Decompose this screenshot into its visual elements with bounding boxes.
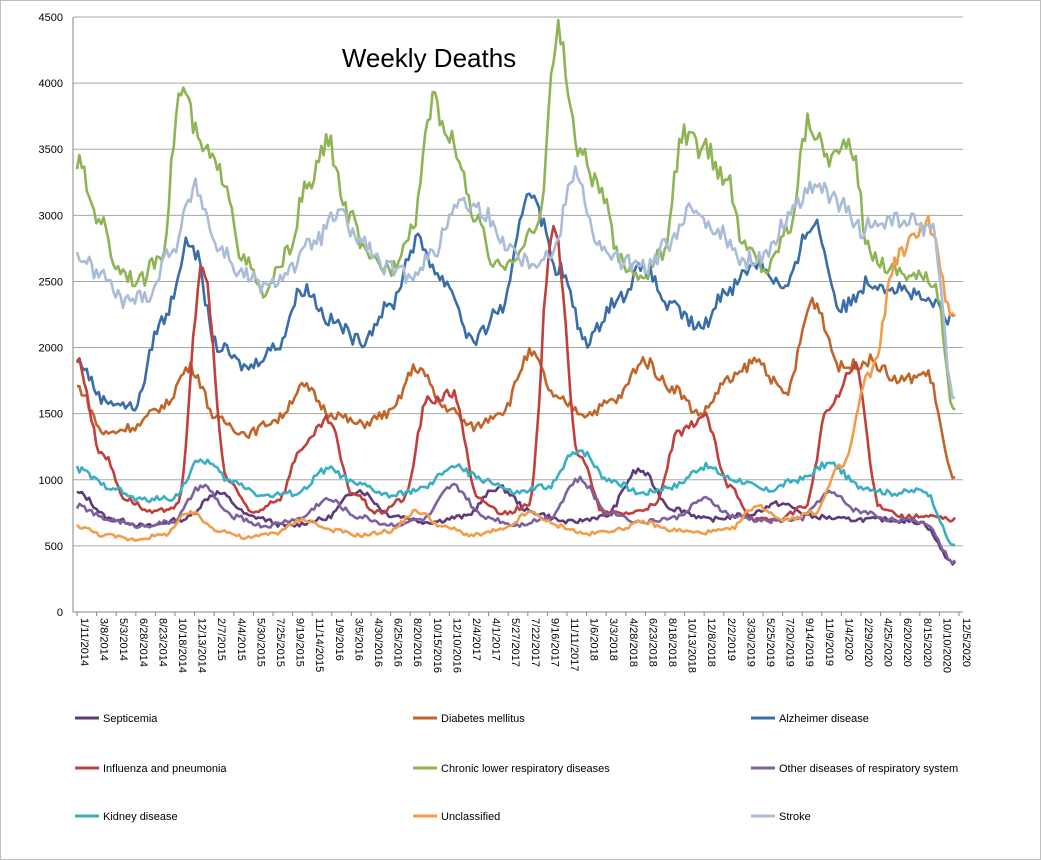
y-tick-label: 0 [57, 607, 63, 619]
x-tick-label: 7/25/2015 [274, 618, 286, 667]
legend-item: Unclassified [413, 811, 500, 823]
x-tick-label: 5/25/2019 [764, 618, 776, 667]
y-tick-label: 2500 [39, 276, 63, 288]
legend-item: Influenza and pneumonia [75, 763, 227, 775]
y-tick-label: 4000 [39, 78, 63, 90]
series-line-unclassified [75, 214, 956, 542]
x-tick-label: 4/1/2017 [490, 618, 502, 661]
series-line-kidney-disease [75, 449, 956, 547]
x-tick-label: 12/13/2014 [196, 618, 208, 673]
x-tick-label: 9/16/2017 [548, 618, 560, 667]
series-line-septicemia [76, 467, 957, 566]
x-tick-label: 1/11/2014 [78, 618, 90, 666]
series-line-other-diseases-of-respiratory-system [75, 475, 956, 565]
legend-label: Other diseases of respiratory system [779, 763, 958, 775]
x-tick-label: 10/13/2018 [686, 618, 698, 673]
y-tick-label: 3000 [39, 210, 63, 222]
x-tick-label: 2/7/2015 [215, 618, 227, 661]
y-tick-label: 2000 [39, 343, 63, 355]
legend-label: Chronic lower respiratory diseases [441, 763, 610, 775]
x-tick-label: 3/3/2018 [607, 618, 619, 661]
series-line-chronic-lower-respiratory-diseases [75, 18, 956, 411]
y-tick-label: 500 [45, 541, 63, 553]
y-axis: 0 500 1000 1500 2000 2500 3000 3500 4000 4500 [39, 12, 74, 619]
x-tick-label: 11/9/2019 [823, 618, 835, 666]
x-tick-label: 4/30/2016 [372, 618, 384, 667]
x-tick-label: 1/9/2016 [333, 618, 345, 661]
x-tick-label: 3/8/2014 [98, 618, 110, 661]
x-tick-label: 12/5/2020 [960, 618, 972, 667]
x-tick-label: 5/3/2014 [117, 618, 129, 661]
x-tick-label: 2/29/2020 [862, 618, 874, 667]
x-tick-label: 10/10/2020 [940, 618, 952, 673]
x-tick-label: 10/15/2016 [431, 618, 443, 673]
x-tick-label: 9/19/2015 [294, 618, 306, 667]
series-line-diabetes-mellitus [76, 296, 956, 480]
x-tick-label: 6/20/2020 [901, 618, 913, 667]
legend-label: Unclassified [441, 811, 500, 823]
x-tick-label: 2/4/2017 [470, 618, 482, 661]
legend-item: Diabetes mellitus [413, 713, 525, 725]
legend-label: Influenza and pneumonia [103, 763, 227, 775]
x-tick-label: 2/2/2019 [725, 618, 737, 661]
x-tick-label: 5/27/2017 [509, 618, 521, 667]
legend-item: Kidney disease [75, 811, 178, 823]
x-tick-label: 8/20/2016 [411, 618, 423, 667]
legend-label: Alzheimer disease [779, 713, 869, 725]
x-tick-label: 8/15/2020 [921, 618, 933, 667]
x-axis: 1/11/2014 3/8/2014 5/3/2014 6/28/2014 8/23/2… [76, 612, 972, 673]
x-tick-label: 8/23/2014 [156, 618, 168, 667]
x-tick-label: 8/18/2018 [666, 618, 678, 667]
grid-layer [73, 16, 963, 613]
x-tick-label: 12/8/2018 [705, 618, 717, 667]
x-tick-label: 1/4/2020 [842, 618, 854, 661]
x-tick-label: 9/14/2019 [803, 618, 815, 667]
series-line-influenza-and-pneumonia [75, 224, 957, 524]
x-tick-label: 6/23/2018 [646, 618, 658, 667]
legend: Septicemia Diabetes mellitus Alzheimer dis… [75, 713, 958, 823]
legend-item: Alzheimer disease [751, 713, 869, 725]
x-tick-label: 3/30/2019 [744, 618, 756, 667]
legend-label: Diabetes mellitus [441, 713, 525, 725]
legend-item: Septicemia [75, 713, 158, 725]
legend-item: Other diseases of respiratory system [751, 763, 958, 775]
legend-item: Chronic lower respiratory diseases [413, 763, 610, 775]
x-tick-label: 7/20/2019 [784, 618, 796, 667]
x-tick-label: 7/22/2017 [529, 618, 541, 667]
x-tick-label: 3/5/2016 [352, 618, 364, 661]
y-tick-label: 3500 [39, 144, 63, 156]
x-tick-label: 4/28/2018 [627, 618, 639, 667]
x-tick-label: 12/10/2016 [450, 618, 462, 673]
x-tick-label: 4/25/2020 [882, 618, 894, 667]
x-tick-label: 5/30/2015 [254, 618, 266, 667]
chart-title: Weekly Deaths [342, 43, 516, 73]
legend-item: Stroke [751, 811, 811, 823]
x-tick-label: 11/14/2015 [313, 618, 325, 672]
x-tick-label: 6/25/2016 [392, 618, 404, 667]
y-tick-label: 4500 [39, 12, 63, 24]
series-line-alzheimer-disease [76, 192, 956, 412]
x-tick-label: 11/11/2017 [568, 618, 580, 671]
legend-label: Septicemia [103, 713, 158, 725]
legend-label: Kidney disease [103, 811, 178, 823]
x-tick-label: 1/6/2018 [588, 618, 600, 661]
x-tick-label: 4/4/2015 [235, 618, 247, 661]
series-line-stroke [75, 165, 956, 400]
x-tick-label: 10/18/2014 [176, 618, 188, 673]
y-tick-label: 1500 [39, 409, 63, 421]
legend-label: Stroke [779, 811, 811, 823]
x-tick-label: 6/28/2014 [137, 618, 149, 667]
series-layer [75, 18, 957, 566]
y-tick-label: 1000 [39, 475, 63, 487]
